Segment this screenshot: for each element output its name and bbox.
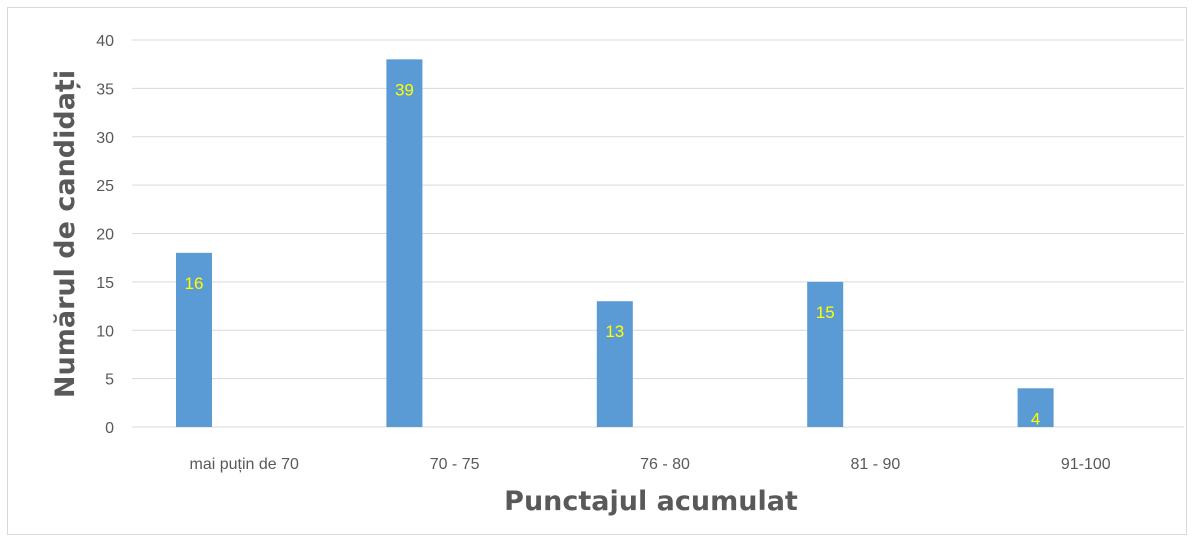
y-tick-label: 40 [96,33,114,50]
y-axis-title: Numărul de candidați [50,70,81,398]
y-tick-label: 15 [96,275,114,292]
bar [176,252,212,427]
data-labels: 16 39 13 15 4 [185,80,1041,428]
data-label: 4 [1031,409,1040,428]
y-axis-ticks: 0 5 10 15 20 25 30 35 40 [96,33,114,437]
y-tick-label: 10 [96,323,114,340]
x-axis-title: Punctajul acumulat [504,486,798,517]
y-tick-label: 25 [96,178,114,195]
x-tick-label: 81 - 90 [850,456,900,473]
x-tick-label: 91-100 [1061,456,1111,473]
y-tick-label: 0 [105,420,114,437]
bars [176,59,1054,427]
data-label: 13 [605,322,624,341]
bar [386,59,423,427]
bar [807,281,844,427]
y-tick-label: 5 [105,372,114,389]
bar [1017,388,1054,427]
gridlines [132,39,1184,428]
x-axis-ticks: mai puțin de 70 70 - 75 76 - 80 81 - 90 91-1… [189,456,1110,473]
data-label: 16 [185,274,204,293]
data-label: 15 [816,303,835,322]
data-label: 39 [395,80,414,99]
x-tick-label: mai puțin de 70 [189,456,299,473]
bar [596,301,633,427]
x-tick-label: 70 - 75 [430,456,480,473]
y-tick-label: 20 [96,227,114,244]
x-tick-label: 76 - 80 [640,456,690,473]
y-tick-label: 30 [96,130,114,147]
y-tick-label: 35 [96,81,114,98]
